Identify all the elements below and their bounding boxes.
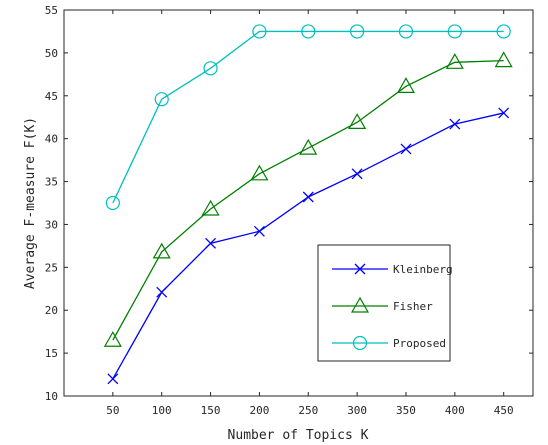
series-kleinberg bbox=[107, 107, 510, 385]
legend-entry-kleinberg: Kleinberg bbox=[332, 263, 453, 276]
point-proposed-2 bbox=[203, 61, 218, 76]
point-fisher-8 bbox=[494, 51, 513, 68]
legend-marker-kleinberg bbox=[354, 263, 366, 275]
point-fisher-4 bbox=[299, 138, 318, 155]
point-kleinberg-0 bbox=[107, 373, 119, 385]
y-tick-label-5: 35 bbox=[45, 176, 58, 189]
legend-label-proposed: Proposed bbox=[393, 337, 446, 350]
legend-label-fisher: Fisher bbox=[393, 300, 433, 313]
x-tick-label-0: 50 bbox=[106, 404, 119, 417]
point-proposed-1 bbox=[154, 92, 169, 107]
point-fisher-7 bbox=[445, 53, 464, 69]
y-axis-title: Average F-measure F(K) bbox=[23, 117, 38, 289]
x-tick-label-6: 350 bbox=[396, 404, 416, 417]
x-axis-ticks: 50 100 150 200 250 300 350 400 450 bbox=[106, 10, 514, 417]
series-line-fisher bbox=[112, 59, 504, 341]
series-fisher bbox=[103, 51, 513, 347]
point-kleinberg-3 bbox=[253, 225, 265, 237]
x-tick-label-5: 300 bbox=[347, 404, 367, 417]
x-tick-label-2: 150 bbox=[201, 404, 221, 417]
x-tick-label-1: 100 bbox=[152, 404, 172, 417]
y-tick-label-1: 15 bbox=[45, 347, 58, 360]
point-kleinberg-5 bbox=[351, 168, 363, 180]
y-axis-ticks: 10 15 20 25 30 35 40 45 50 55 bbox=[45, 4, 533, 403]
point-proposed-6 bbox=[398, 24, 414, 39]
y-tick-label-4: 30 bbox=[45, 218, 58, 231]
x-tick-label-3: 200 bbox=[249, 404, 269, 417]
point-kleinberg-1 bbox=[156, 286, 168, 298]
y-tick-label-2: 20 bbox=[45, 304, 58, 317]
y-tick-label-0: 10 bbox=[45, 390, 58, 403]
y-tick-label-6: 40 bbox=[45, 133, 58, 146]
point-kleinberg-2 bbox=[205, 237, 217, 249]
point-kleinberg-4 bbox=[302, 191, 314, 203]
legend-entry-fisher: Fisher bbox=[332, 296, 433, 313]
legend-marker-fisher bbox=[350, 296, 370, 313]
y-tick-label-7: 45 bbox=[45, 90, 58, 103]
x-tick-label-8: 450 bbox=[494, 404, 514, 417]
y-tick-label-8: 50 bbox=[45, 47, 58, 60]
legend-label-kleinberg: Kleinberg bbox=[393, 263, 453, 276]
point-proposed-8 bbox=[496, 24, 511, 39]
plot-area bbox=[63, 9, 534, 397]
legend: Kleinberg Fisher Proposed bbox=[317, 244, 453, 362]
x-tick-label-4: 250 bbox=[298, 404, 318, 417]
legend-entries: Kleinberg Fisher Proposed bbox=[332, 263, 453, 351]
point-kleinberg-7 bbox=[449, 118, 461, 130]
point-kleinberg-6 bbox=[400, 143, 412, 155]
y-tick-label-3: 25 bbox=[45, 261, 58, 274]
point-kleinberg-8 bbox=[498, 107, 510, 119]
point-proposed-3 bbox=[252, 24, 267, 39]
y-tick-label-9: 55 bbox=[45, 4, 58, 17]
x-tick-label-7: 400 bbox=[445, 404, 465, 417]
point-fisher-1 bbox=[152, 242, 171, 259]
point-fisher-5 bbox=[348, 113, 367, 129]
point-fisher-3 bbox=[250, 164, 269, 181]
point-proposed-0 bbox=[105, 195, 120, 211]
point-proposed-5 bbox=[350, 24, 365, 39]
x-axis-title: Number of Topics K bbox=[228, 428, 369, 443]
point-proposed-7 bbox=[447, 24, 462, 39]
series-layer bbox=[103, 24, 513, 385]
legend-marker-proposed bbox=[352, 335, 368, 351]
point-fisher-0 bbox=[103, 331, 122, 347]
series-line-proposed bbox=[112, 30, 504, 204]
point-fisher-6 bbox=[396, 77, 416, 93]
legend-entry-proposed: Proposed bbox=[332, 335, 446, 351]
point-proposed-4 bbox=[301, 24, 316, 39]
legend-box bbox=[317, 244, 451, 362]
point-fisher-2 bbox=[201, 199, 220, 216]
series-proposed bbox=[105, 24, 511, 211]
